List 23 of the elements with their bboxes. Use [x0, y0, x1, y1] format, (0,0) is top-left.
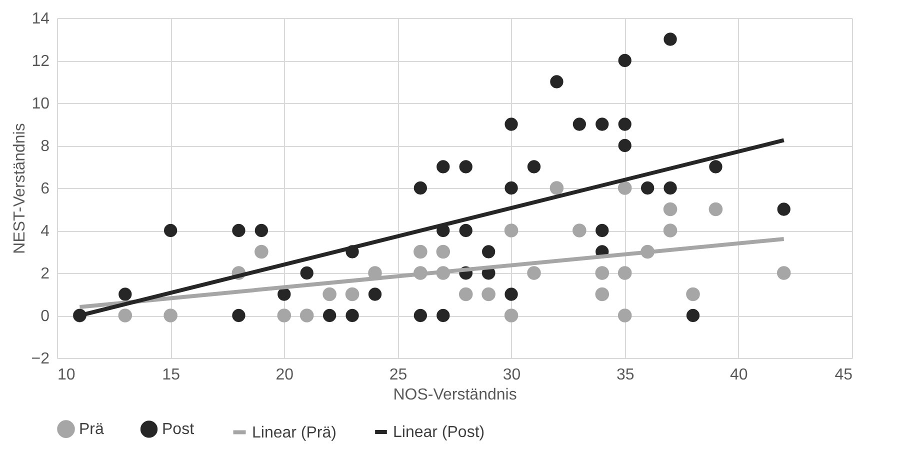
- legend-label: Linear (Prä): [252, 424, 336, 442]
- x-tick-label: 15: [162, 366, 180, 384]
- x-tick-label: 20: [276, 366, 294, 384]
- legend-label: Post: [162, 421, 195, 438]
- y-tick-label: 6: [40, 180, 50, 198]
- x-tick-label: 40: [730, 366, 748, 384]
- x-axis-title: NOS-Verständnis: [393, 386, 517, 404]
- x-tick-label: 10: [58, 366, 76, 384]
- legend-label: Prä: [79, 421, 104, 438]
- legend-label: Linear (Post): [393, 424, 485, 441]
- y-tick-label: 4: [40, 223, 50, 240]
- x-tick-label: 25: [389, 366, 408, 384]
- y-tick-label: 12: [32, 53, 50, 70]
- y-tick-label: 2: [40, 266, 50, 282]
- y-tick-label: 8: [40, 138, 50, 155]
- x-tick-label: 35: [616, 366, 634, 384]
- y-tick-label: −2: [31, 350, 50, 368]
- y-tick-label: 10: [32, 96, 50, 112]
- y-axis-title: NEST-Verständnis: [11, 123, 28, 254]
- y-tick-label: 14: [32, 10, 50, 28]
- x-tick-label: 30: [502, 366, 521, 384]
- y-tick-label: 0: [40, 308, 50, 325]
- x-tick-label: 45: [834, 366, 853, 384]
